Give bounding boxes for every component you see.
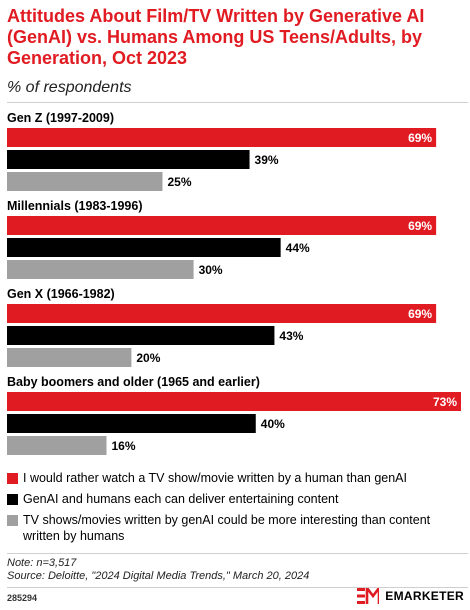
legend-label-human: I would rather watch a TV show/movie wri…	[23, 471, 407, 485]
data-label-millennials-human: 69%	[408, 219, 432, 233]
bar-millennials-human	[7, 216, 437, 235]
bottom-divider	[7, 587, 468, 588]
bar-chart: Gen Z (1997-2009) 69% 39% 25% Millennials (1…	[7, 111, 461, 455]
bar-gen-x-genai	[7, 348, 132, 367]
legend-swatch-genai	[7, 515, 18, 526]
bar-baby-boomers-human	[7, 392, 461, 411]
data-label-baby-boomers-both: 40%	[261, 417, 285, 431]
bar-millennials-genai	[7, 260, 194, 279]
footnote: Note: n=3,517 Source: Deloitte, "2024 Di…	[7, 557, 309, 583]
legend-item-both: GenAI and humans each can deliver entert…	[7, 491, 463, 507]
category-label-baby-boomers: Baby boomers and older (1965 and earlier…	[7, 375, 260, 389]
legend-item-human: I would rather watch a TV show/movie wri…	[7, 470, 463, 486]
legend-swatch-both	[7, 494, 18, 505]
data-label-gen-z-both: 39%	[255, 153, 279, 167]
data-label-gen-x-human: 69%	[408, 307, 432, 321]
chart-title: Attitudes About Film/TV Written by Gener…	[7, 6, 425, 68]
data-label-millennials-both: 44%	[286, 241, 310, 255]
data-label-gen-z-genai: 25%	[167, 175, 191, 189]
category-label-gen-x: Gen X (1966-1982)	[7, 287, 115, 301]
legend-label-genai: TV shows/movies written by genAI could b…	[23, 513, 431, 543]
data-label-gen-z-human: 69%	[408, 131, 432, 145]
source-text: Source: Deloitte, "2024 Digital Media Tr…	[7, 570, 310, 582]
data-label-baby-boomers-human: 73%	[433, 395, 457, 409]
category-label-millennials: Millennials (1983-1996)	[7, 199, 142, 213]
chart-code: 285294	[7, 593, 38, 603]
footer-divider	[7, 553, 468, 554]
legend-swatch-human	[7, 473, 18, 484]
data-label-baby-boomers-genai: 16%	[112, 439, 136, 453]
header-divider	[7, 102, 468, 103]
bar-gen-x-human	[7, 304, 437, 323]
data-label-millennials-genai: 30%	[199, 263, 223, 277]
bar-gen-x-both	[7, 326, 275, 345]
bar-gen-z-human	[7, 128, 437, 147]
chart-subtitle: % of respondents	[7, 79, 132, 96]
bar-gen-z-genai	[7, 172, 163, 191]
note-text: Note: n=3,517	[7, 557, 77, 569]
category-label-gen-z: Gen Z (1997-2009)	[7, 111, 114, 125]
bar-baby-boomers-genai	[7, 436, 107, 455]
legend-label-both: GenAI and humans each can deliver entert…	[23, 492, 339, 506]
data-label-gen-x-genai: 20%	[136, 351, 160, 365]
legend-item-genai: TV shows/movies written by genAI could b…	[7, 512, 463, 544]
data-label-gen-x-both: 43%	[279, 329, 303, 343]
bar-millennials-both	[7, 238, 281, 257]
bar-gen-z-both	[7, 150, 250, 169]
brand-name: EMARKETER	[385, 589, 464, 603]
brand: EMARKETER	[357, 588, 464, 604]
bar-baby-boomers-both	[7, 414, 256, 433]
emarketer-logo-icon	[357, 588, 380, 604]
